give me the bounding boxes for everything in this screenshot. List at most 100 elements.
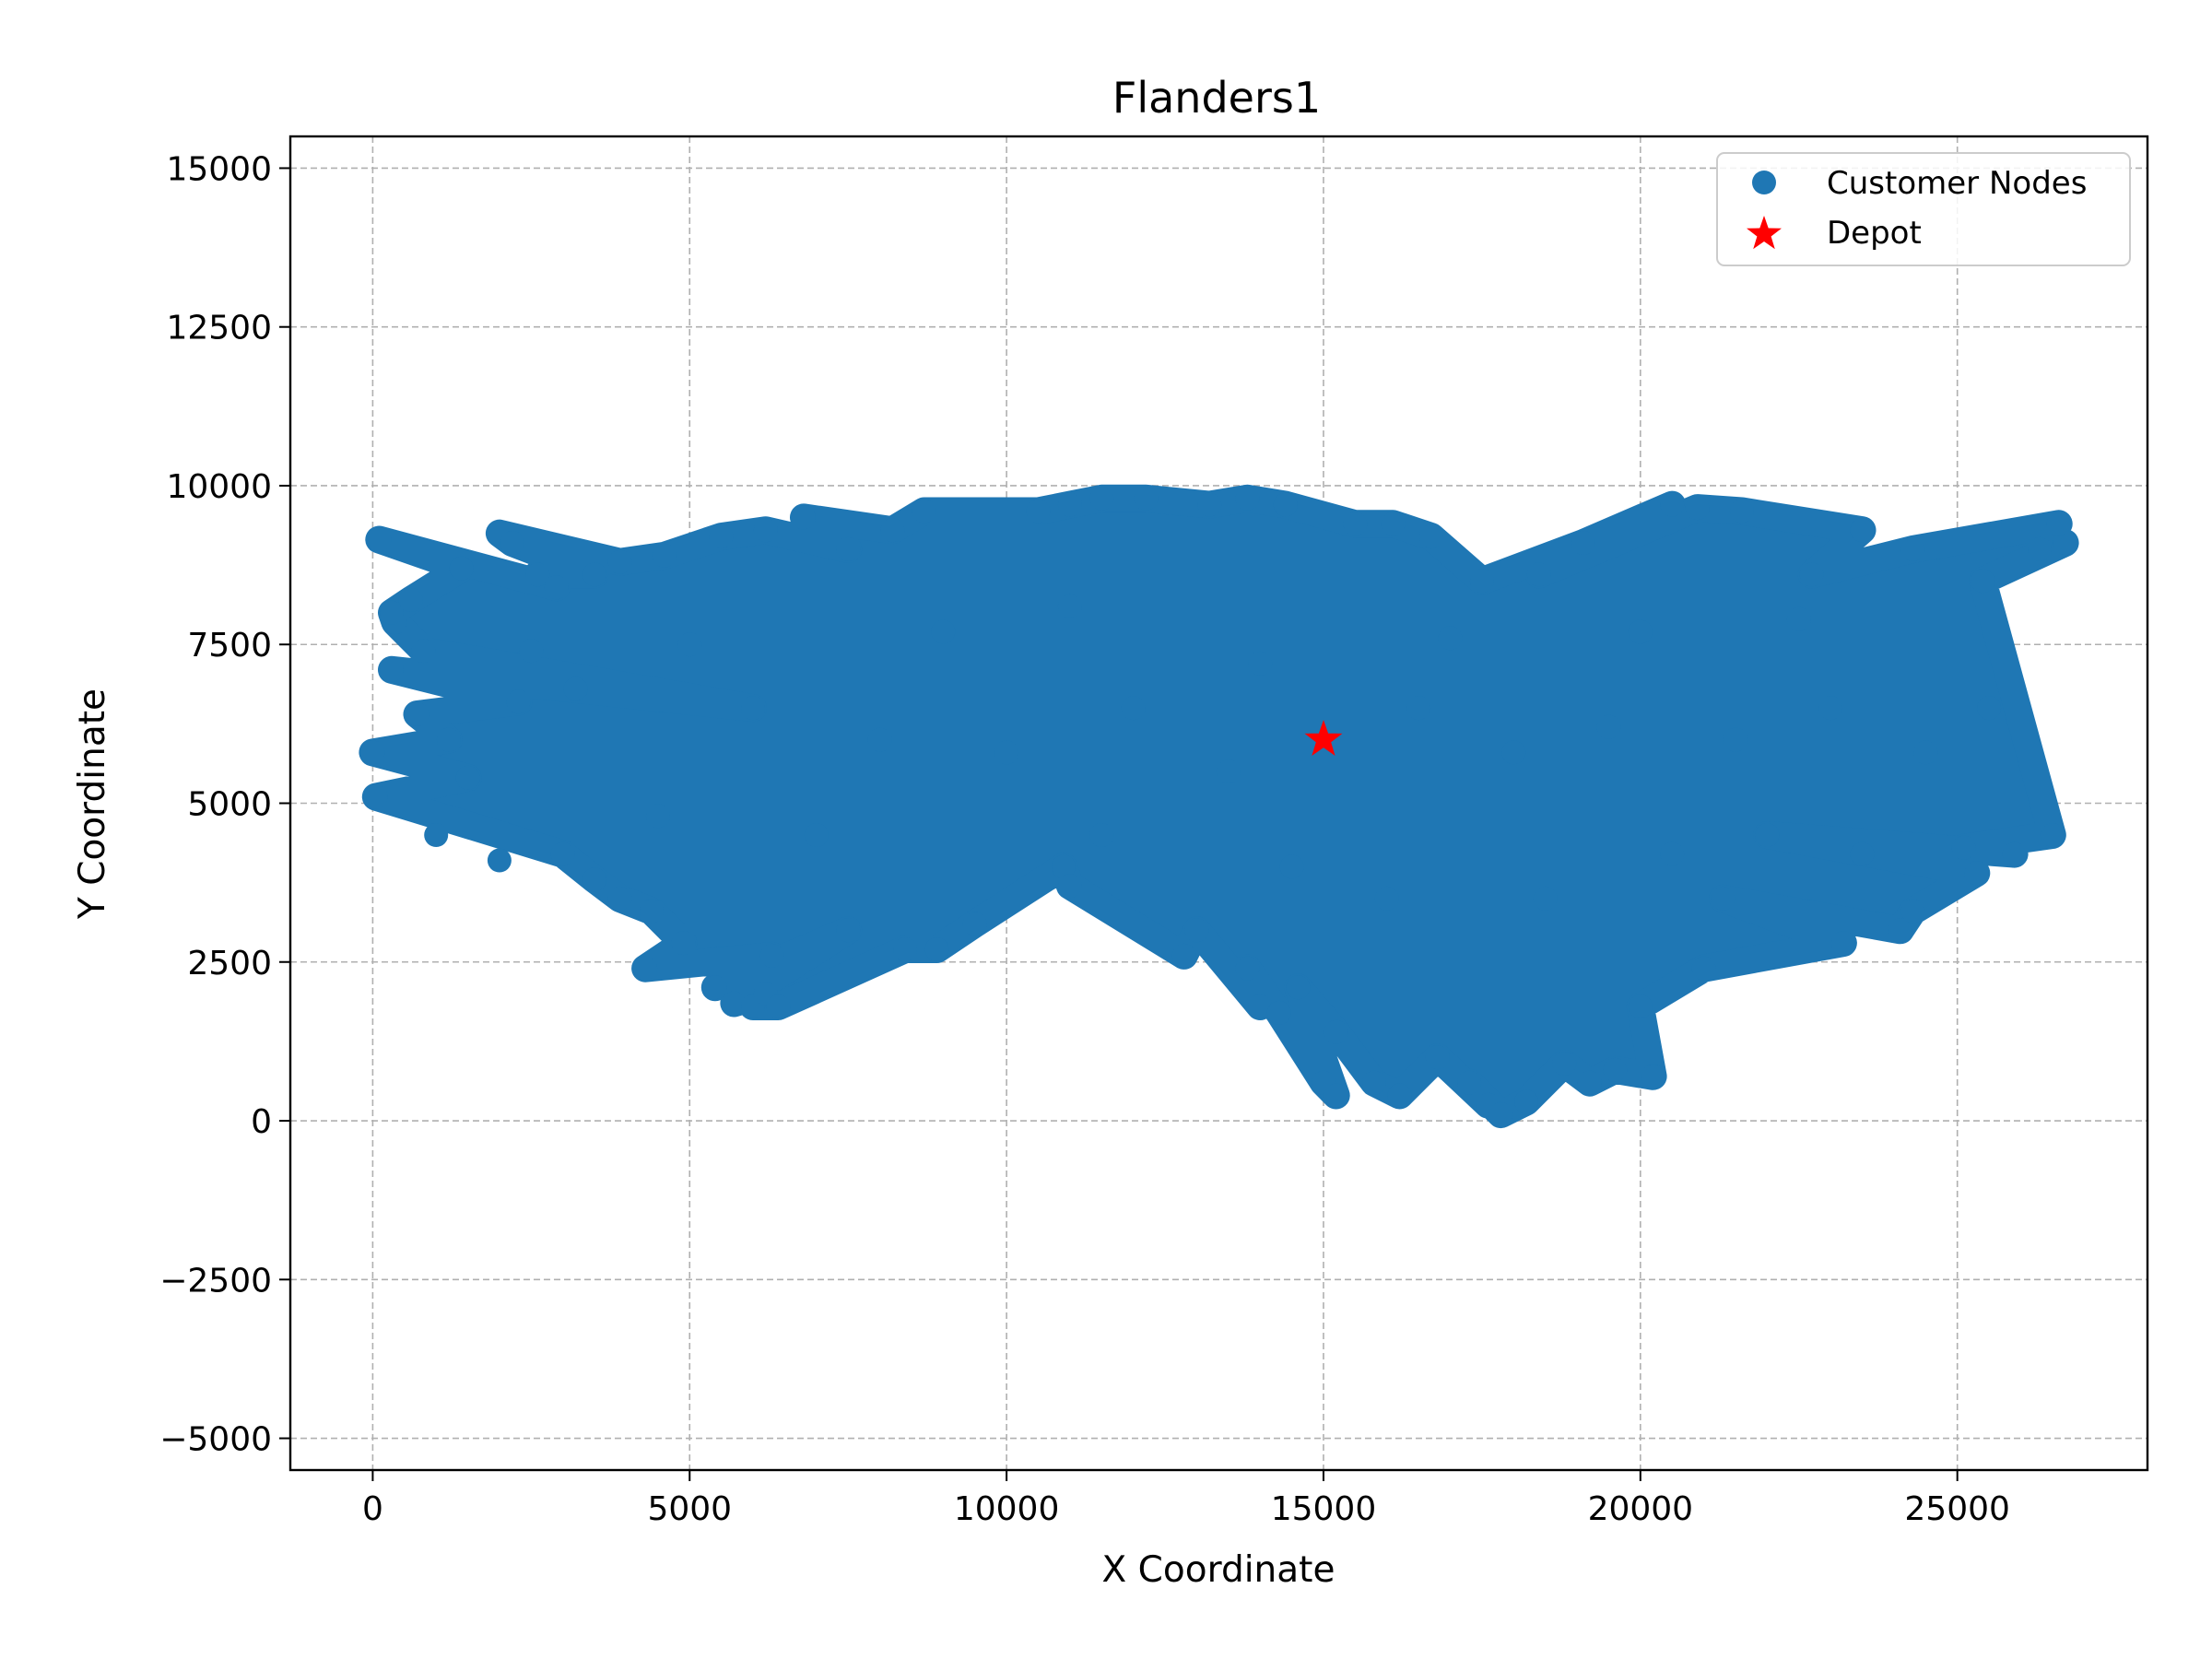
customer-node-point	[563, 677, 588, 701]
customer-node-point	[582, 562, 607, 587]
customer-node-point	[1273, 492, 1298, 517]
customer-node-point	[702, 975, 727, 1000]
customer-node-point	[640, 899, 664, 924]
customer-node-point	[1596, 714, 1621, 739]
customer-node-point	[1406, 696, 1431, 721]
customer-node-point	[1057, 874, 1082, 899]
customer-node-point	[367, 527, 392, 552]
x-axis-label: X Coordinate	[1102, 1549, 1335, 1591]
y-tick-label: 2500	[187, 945, 272, 982]
customer-node-point	[766, 994, 791, 1018]
customer-node-point	[607, 549, 632, 574]
customer-node-point	[1913, 740, 1938, 765]
customer-node-point	[1387, 1083, 1412, 1108]
x-tick-label: 0	[362, 1490, 383, 1528]
customer-node-point	[1900, 536, 1925, 561]
customer-node-point	[1438, 626, 1463, 651]
x-axis-ticks: 0 5000 10000 15000 20000 25000	[362, 1470, 2010, 1528]
customer-node-point	[759, 943, 784, 968]
customer-node-point	[1850, 841, 1875, 866]
customer-node-point	[1628, 994, 1653, 1018]
customer-node-point	[880, 518, 905, 543]
depot-point	[1304, 720, 1343, 757]
legend: Customer Nodes Depot	[1716, 152, 2131, 266]
customer-node-point	[398, 588, 423, 612]
customer-node-point	[645, 804, 670, 829]
customer-node-point	[1533, 886, 1558, 911]
customer-node-point	[1577, 1070, 1602, 1095]
customer-node-point	[424, 823, 449, 847]
customer-node-point	[363, 784, 388, 809]
customer-node-point	[1026, 499, 1051, 524]
customer-node-point	[436, 727, 461, 752]
customer-node-point	[607, 886, 632, 911]
customer-node-point	[1729, 499, 1754, 524]
x-tick-label: 20000	[1588, 1490, 1694, 1528]
customer-node-point	[1977, 696, 2002, 721]
customer-node-point	[1362, 1070, 1386, 1095]
y-tick-label: 5000	[187, 786, 272, 824]
customer-node-point	[962, 912, 987, 936]
customer-node-point	[455, 765, 480, 790]
customer-node-point	[1343, 512, 1368, 536]
customer-node-point	[1121, 696, 1146, 721]
legend-label-customer-nodes: Customer Nodes	[1827, 165, 2087, 202]
customer-node-point	[405, 702, 429, 726]
customer-node-point	[931, 619, 956, 644]
customer-node-point	[1514, 1089, 1538, 1114]
customer-node-point	[677, 632, 702, 657]
customer-node-point	[1425, 1045, 1450, 1070]
customer-node-point	[1964, 861, 1989, 886]
customer-node-point	[1089, 823, 1114, 847]
customer-node-point	[1324, 1083, 1348, 1108]
customer-node-point	[2046, 512, 2071, 536]
customer-node-point	[1660, 841, 1685, 866]
customer-node-point	[1799, 562, 1824, 587]
customer-node-point	[652, 543, 677, 568]
customer-node-point	[1888, 918, 1912, 943]
customer-node-point	[1324, 1019, 1348, 1044]
customer-node-point	[1057, 594, 1082, 618]
customer-node-point	[360, 740, 385, 765]
customer-node-point	[1418, 524, 1443, 549]
customer-node-point	[1235, 486, 1260, 511]
customer-node-point	[1134, 486, 1159, 511]
customer-node-point	[1197, 492, 1222, 517]
x-tick-label: 15000	[1271, 1490, 1377, 1528]
legend-box	[1716, 152, 2131, 266]
customer-node-point	[1830, 931, 1855, 956]
customer-node-point	[1381, 512, 1406, 536]
depot-series	[1304, 720, 1343, 757]
customer-node-point	[1628, 619, 1653, 644]
customer-node-point	[924, 937, 949, 961]
customer-node-point	[1216, 759, 1241, 783]
customer-node-point	[1457, 1070, 1482, 1095]
customer-node-point	[2040, 823, 2065, 847]
customer-node-point	[1691, 956, 1716, 981]
customer-node-point	[1501, 740, 1526, 765]
customer-node-point	[792, 505, 816, 530]
customer-nodes-cloud	[359, 484, 2079, 1129]
y-tick-label: 15000	[166, 150, 272, 188]
y-tick-label: 12500	[166, 310, 272, 347]
legend-label-depot: Depot	[1827, 215, 1922, 252]
customer-nodes-series	[360, 486, 2077, 1127]
customer-node-point	[671, 931, 696, 956]
customer-node-point	[544, 575, 569, 600]
customer-node-point	[1057, 492, 1082, 517]
customer-node-point	[506, 689, 531, 714]
y-tick-label: 10000	[166, 468, 272, 506]
customer-node-point	[1641, 1064, 1665, 1088]
customer-node-point	[1571, 531, 1595, 555]
customer-node-point	[1711, 886, 1735, 911]
customer-node-point	[1850, 518, 1875, 543]
customer-node-point	[836, 536, 861, 561]
customer-node-point	[411, 639, 436, 664]
customer-node-point	[1469, 569, 1494, 594]
y-tick-label: 0	[251, 1103, 272, 1141]
customer-node-point	[1184, 918, 1209, 943]
customer-node-point	[487, 848, 512, 873]
customer-node-point	[1755, 823, 1780, 847]
customer-node-point	[519, 639, 544, 664]
